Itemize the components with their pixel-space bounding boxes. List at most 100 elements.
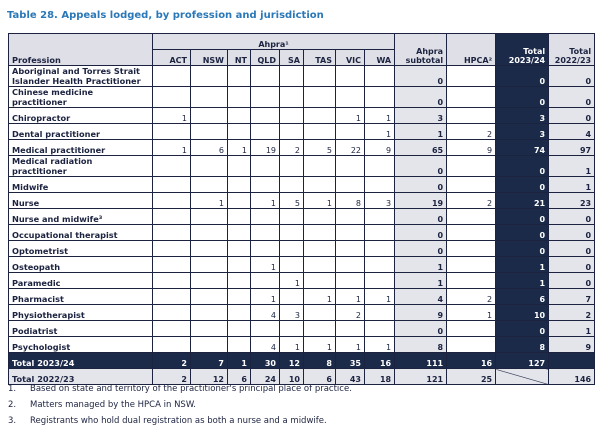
table-cell: 1 bbox=[279, 272, 304, 289]
table-cell bbox=[190, 123, 228, 140]
table-cell: 0 bbox=[394, 208, 448, 225]
table-cell: 35 bbox=[335, 352, 365, 369]
table-cell bbox=[152, 320, 191, 337]
table-row: Physiotherapist 4 3 2 9 1 10 2 bbox=[8, 304, 596, 321]
footnote-number: 2. bbox=[8, 400, 17, 410]
table-cell: 7 bbox=[190, 352, 228, 369]
table-cell bbox=[190, 288, 228, 305]
table-cell: 146 bbox=[548, 368, 596, 385]
table-cell bbox=[227, 320, 251, 337]
table-row: Total 2022/23 2 12 6 24 10 6 43 18 121 25 146 bbox=[8, 368, 596, 385]
table-cell: 6 bbox=[227, 368, 251, 385]
table-cell: 1 bbox=[363, 288, 396, 305]
table-cell: 111 bbox=[394, 352, 448, 369]
table-cell: 0 bbox=[394, 176, 448, 193]
table-row: Nurse 1 1 5 1 8 3 19 2 21 23 bbox=[8, 192, 596, 209]
table-cell: 1 bbox=[363, 107, 396, 124]
table-cell: 9 bbox=[363, 139, 396, 156]
table-cell bbox=[279, 65, 304, 87]
table-cell bbox=[335, 320, 365, 337]
table-row: Midwife 0 0 1 bbox=[8, 176, 596, 193]
table-cell bbox=[190, 176, 228, 193]
table-cell bbox=[152, 272, 191, 289]
table-cell bbox=[227, 288, 251, 305]
table-cell: 1 bbox=[548, 320, 596, 337]
table-cell bbox=[335, 272, 365, 289]
footnote-text: Registrants who hold dual registration a… bbox=[30, 416, 327, 426]
table-cell bbox=[446, 208, 497, 225]
table-cell bbox=[279, 107, 304, 124]
table-cell bbox=[548, 352, 596, 369]
row-label: Total 2023/24 bbox=[8, 352, 153, 369]
table-cell: 2 bbox=[446, 192, 497, 209]
table-cell bbox=[279, 288, 304, 305]
table-cell bbox=[152, 208, 191, 225]
table-cell bbox=[190, 320, 228, 337]
table-cell bbox=[190, 240, 228, 257]
table-cell bbox=[152, 304, 191, 321]
table-cell: 1 bbox=[394, 256, 448, 273]
table-cell bbox=[363, 240, 396, 257]
table-cell bbox=[227, 224, 251, 241]
table-cell bbox=[190, 304, 228, 321]
table-cell bbox=[335, 240, 365, 257]
row-label: Pharmacist bbox=[8, 288, 153, 305]
header-cell: NT bbox=[227, 49, 251, 66]
table-cell: 0 bbox=[495, 208, 550, 225]
table-row: Podiatrist 0 0 1 bbox=[8, 320, 596, 337]
row-label: Medical radiation practitioner bbox=[8, 155, 153, 177]
table-cell bbox=[446, 65, 497, 87]
table-cell bbox=[190, 155, 228, 177]
table-cell: 0 bbox=[495, 155, 550, 177]
header-cell: Ahpra subtotal bbox=[394, 33, 448, 66]
table-cell: 0 bbox=[548, 208, 596, 225]
table-cell: 4 bbox=[394, 288, 448, 305]
table-cell bbox=[250, 208, 280, 225]
table-cell bbox=[227, 192, 251, 209]
table-cell: 97 bbox=[548, 139, 596, 156]
table-cell: 0 bbox=[394, 86, 448, 108]
table-row: Aboriginal and Torres Strait Islander He… bbox=[8, 65, 596, 87]
table-cell bbox=[279, 256, 304, 273]
table-cell: 1 bbox=[190, 192, 228, 209]
table-cell: 2 bbox=[446, 288, 497, 305]
footnote-text: Based on state and territory of the prac… bbox=[30, 384, 352, 394]
row-label: Nurse bbox=[8, 192, 153, 209]
table-cell: 22 bbox=[335, 139, 365, 156]
table-cell: 0 bbox=[495, 320, 550, 337]
table-row: Paramedic 1 1 1 0 bbox=[8, 272, 596, 289]
footnote: 3. Registrants who hold dual registration… bbox=[8, 413, 352, 429]
table-cell bbox=[303, 224, 336, 241]
table-cell: 4 bbox=[250, 336, 280, 353]
table-cell: 2 bbox=[335, 304, 365, 321]
table-cell bbox=[152, 65, 191, 87]
table-cell: 1 bbox=[227, 139, 251, 156]
table-cell bbox=[446, 155, 497, 177]
table-cell: 0 bbox=[548, 256, 596, 273]
table-cell: 74 bbox=[495, 139, 550, 156]
table-cell: 2 bbox=[548, 304, 596, 321]
row-label: Total 2022/23 bbox=[8, 368, 153, 385]
table-cell: 1 bbox=[303, 288, 336, 305]
table-cell: 0 bbox=[394, 240, 448, 257]
table-cell bbox=[250, 123, 280, 140]
table-cell bbox=[190, 65, 228, 87]
table-cell bbox=[227, 304, 251, 321]
table-row: Total 2023/24 2 7 1 30 12 8 35 16 111 16 127 bbox=[8, 352, 596, 369]
table-cell: 0 bbox=[394, 155, 448, 177]
table-cell bbox=[190, 224, 228, 241]
table-cell bbox=[363, 176, 396, 193]
table-cell bbox=[250, 155, 280, 177]
table-cell bbox=[227, 123, 251, 140]
table-cell: 5 bbox=[279, 192, 304, 209]
header-cell: Profession bbox=[8, 33, 153, 66]
table-cell: 12 bbox=[279, 352, 304, 369]
table-cell: 9 bbox=[446, 139, 497, 156]
table-cell bbox=[250, 65, 280, 87]
table-cell bbox=[227, 208, 251, 225]
table-cell bbox=[152, 123, 191, 140]
table-cell bbox=[363, 256, 396, 273]
table-cell bbox=[250, 272, 280, 289]
table-cell bbox=[446, 176, 497, 193]
